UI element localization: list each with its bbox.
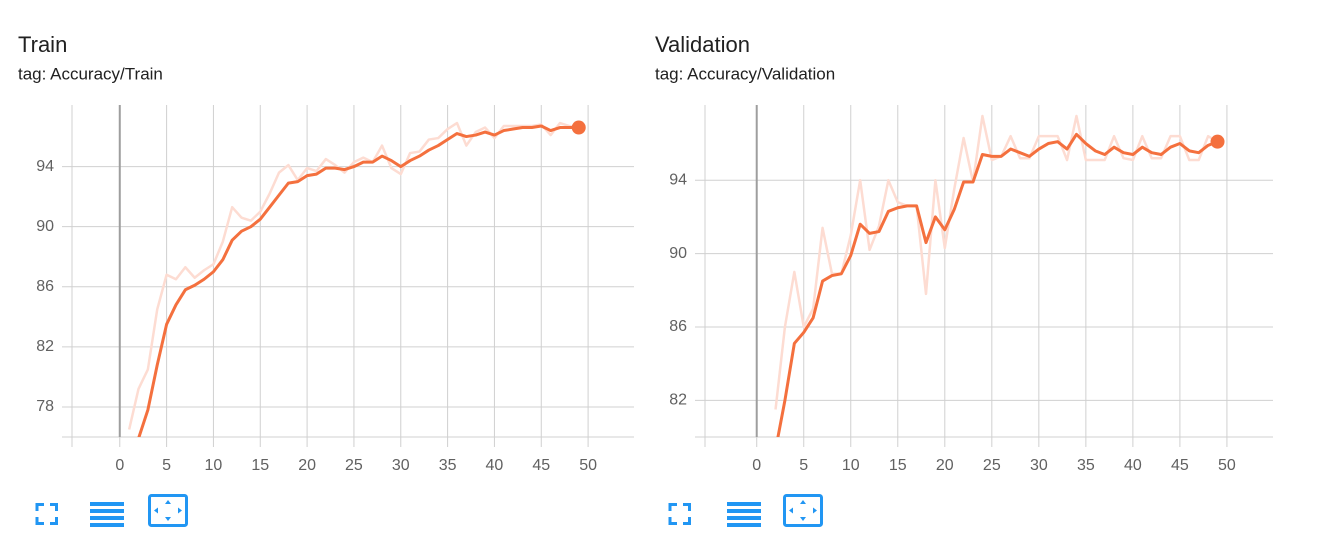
chart-subtitle: tag: Accuracy/Train xyxy=(18,64,163,83)
end-marker xyxy=(571,120,586,135)
chart-title: Train xyxy=(18,32,67,57)
y-tick-label: 90 xyxy=(669,245,687,262)
toggle-log-button[interactable] xyxy=(727,502,761,527)
x-tick-label: 15 xyxy=(251,457,269,474)
x-tick-label: 35 xyxy=(1077,457,1095,474)
toggle-log-button[interactable] xyxy=(90,502,124,527)
x-tick-label: 10 xyxy=(205,457,223,474)
x-tick-label: 10 xyxy=(842,457,860,474)
line-series xyxy=(774,114,1219,410)
x-tick-label: 45 xyxy=(1171,457,1189,474)
line-series xyxy=(137,124,579,437)
x-tick-label: 25 xyxy=(345,457,363,474)
x-tick-label: 0 xyxy=(752,457,761,474)
y-tick-label: 78 xyxy=(36,398,54,415)
x-tick-label: 0 xyxy=(115,457,124,474)
end-marker xyxy=(1210,134,1225,149)
x-tick-label: 15 xyxy=(889,457,907,474)
chart-subtitle: tag: Accuracy/Validation xyxy=(655,64,835,83)
x-tick-label: 20 xyxy=(936,457,954,474)
fit-domain-button[interactable] xyxy=(148,494,188,527)
y-tick-label: 82 xyxy=(669,392,687,409)
x-tick-label: 25 xyxy=(983,457,1001,474)
chart-title: Validation xyxy=(655,32,750,57)
x-tick-label: 40 xyxy=(1124,457,1142,474)
x-tick-label: 5 xyxy=(162,457,171,474)
fullscreen-button[interactable] xyxy=(668,503,691,525)
x-tick-label: 5 xyxy=(799,457,808,474)
chart: 78 82 86 90 94 0 5 10 15 20 25 30 35 40 45 50 xyxy=(36,105,634,474)
y-tick-label: 86 xyxy=(669,318,687,335)
y-tick-label: 82 xyxy=(36,338,54,355)
x-tick-label: 40 xyxy=(486,457,504,474)
y-tick-label: 90 xyxy=(36,218,54,235)
fit-domain-button[interactable] xyxy=(783,494,823,527)
line-series xyxy=(127,121,579,430)
y-tick-label: 94 xyxy=(36,158,54,175)
x-tick-label: 20 xyxy=(298,457,316,474)
y-tick-label: 86 xyxy=(36,278,54,295)
y-tick-label: 94 xyxy=(669,171,687,188)
x-tick-label: 30 xyxy=(392,457,410,474)
line-series xyxy=(776,132,1219,437)
x-tick-label: 30 xyxy=(1030,457,1048,474)
x-tick-label: 50 xyxy=(579,457,597,474)
x-tick-label: 50 xyxy=(1218,457,1236,474)
x-tick-label: 45 xyxy=(532,457,550,474)
plots: 78 82 86 90 94 0 5 10 15 20 25 30 35 40 45 50 82 86 90 94 0 5… xyxy=(36,105,1273,474)
chart: 82 86 90 94 0 5 10 15 20 25 30 35 40 45 50 xyxy=(669,105,1273,474)
x-tick-label: 35 xyxy=(439,457,457,474)
fullscreen-button[interactable] xyxy=(35,503,58,525)
